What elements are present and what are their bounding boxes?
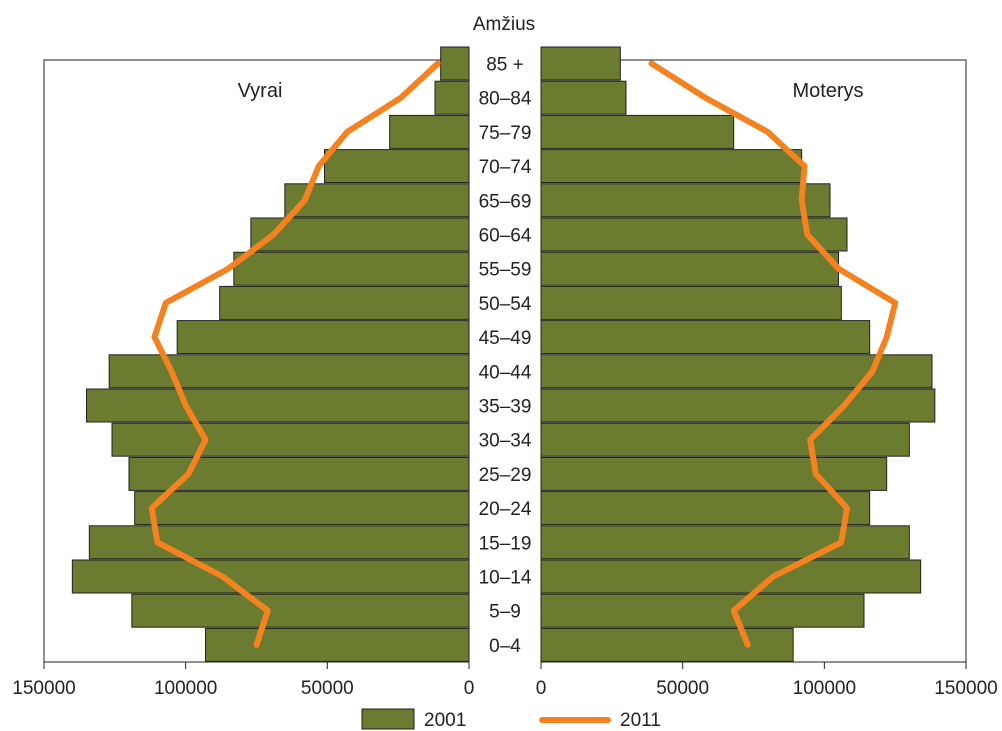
male-bar-11: [233, 251, 470, 286]
male-bar-13: [284, 183, 470, 218]
female-bar-13: [540, 183, 831, 218]
legend-2001-swatch: [361, 708, 415, 730]
legend-2011-label: 2011: [620, 710, 661, 731]
age-label-5: 25–29: [479, 465, 532, 486]
male-bar-7: [86, 388, 470, 423]
age-label-13: 65–69: [479, 191, 532, 212]
x-axis-right: 0 50000 100000 150000: [536, 661, 998, 699]
x-tick-label-left-2: 50000: [301, 678, 354, 699]
male-bar-17: [440, 46, 470, 81]
legend-2001-label: 2001: [424, 710, 466, 731]
age-label-15: 75–79: [479, 123, 532, 144]
female-bar-3: [540, 525, 910, 560]
x-axis-left: 150000 100000 50000 0: [12, 661, 475, 699]
male-bar-1: [131, 593, 470, 628]
female-bar-7: [540, 388, 936, 423]
male-bar-2: [71, 559, 470, 594]
female-bar-11: [540, 251, 839, 286]
age-label-6: 30–34: [479, 431, 532, 452]
male-bar-15: [389, 114, 470, 149]
left-panel-label: Vyrai: [238, 80, 283, 102]
age-label-7: 35–39: [479, 397, 532, 418]
x-tick-label-right-2: 100000: [793, 678, 856, 699]
age-label-3: 15–19: [479, 533, 532, 554]
female-bar-10: [540, 285, 842, 320]
female-bar-12: [540, 217, 848, 252]
legend: 2001 2011: [361, 708, 661, 731]
male-bar-10: [219, 285, 470, 320]
age-label-8: 40–44: [479, 362, 532, 383]
chart-title: Amžius: [473, 14, 535, 35]
age-labels: 0–4 5–9 10–14 15–19 20–24 25–29 30–34 35–39 40–4…: [479, 55, 532, 657]
male-bar-9: [176, 320, 470, 355]
male-bar-8: [108, 354, 470, 389]
x-tick-label-left-0: 150000: [12, 678, 75, 699]
age-label-0: 0–4: [489, 636, 521, 657]
male-bar-16: [434, 80, 470, 115]
right-panel-label: Moterys: [792, 80, 863, 102]
male-bars-2001: [71, 46, 470, 662]
female-bar-5: [540, 456, 888, 491]
age-label-11: 55–59: [479, 260, 532, 281]
female-bar-16: [540, 80, 627, 115]
female-bars-2001: [540, 46, 936, 662]
male-bar-0: [205, 627, 470, 662]
male-bar-6: [111, 422, 470, 457]
age-label-12: 60–64: [479, 226, 532, 247]
age-label-14: 70–74: [479, 157, 532, 178]
female-bar-1: [540, 593, 865, 628]
x-tick-label-left-3: 0: [464, 678, 475, 699]
age-label-2: 10–14: [479, 568, 532, 589]
female-bar-4: [540, 491, 871, 526]
male-bar-3: [88, 525, 470, 560]
female-line-2011: [648, 60, 899, 648]
age-label-10: 50–54: [479, 294, 532, 315]
age-label-17: 85 +: [486, 55, 524, 76]
female-bar-6: [540, 422, 910, 457]
female-bar-0: [540, 627, 794, 662]
male-bar-4: [134, 491, 470, 526]
x-tick-label-right-0: 0: [536, 678, 547, 699]
age-label-9: 45–49: [479, 328, 532, 349]
female-bar-15: [540, 114, 735, 149]
female-bar-14: [540, 149, 803, 184]
female-bar-17: [540, 46, 621, 81]
x-tick-label-right-1: 50000: [656, 678, 709, 699]
age-label-4: 20–24: [479, 499, 532, 520]
female-bar-9: [540, 320, 871, 355]
x-tick-label-left-1: 100000: [154, 678, 217, 699]
age-label-16: 80–84: [479, 89, 532, 110]
male-bar-14: [324, 149, 470, 184]
male-line-2011: [148, 60, 441, 648]
x-tick-label-right-3: 150000: [934, 678, 997, 699]
female-bar-2: [540, 559, 922, 594]
age-label-1: 5–9: [489, 602, 521, 623]
